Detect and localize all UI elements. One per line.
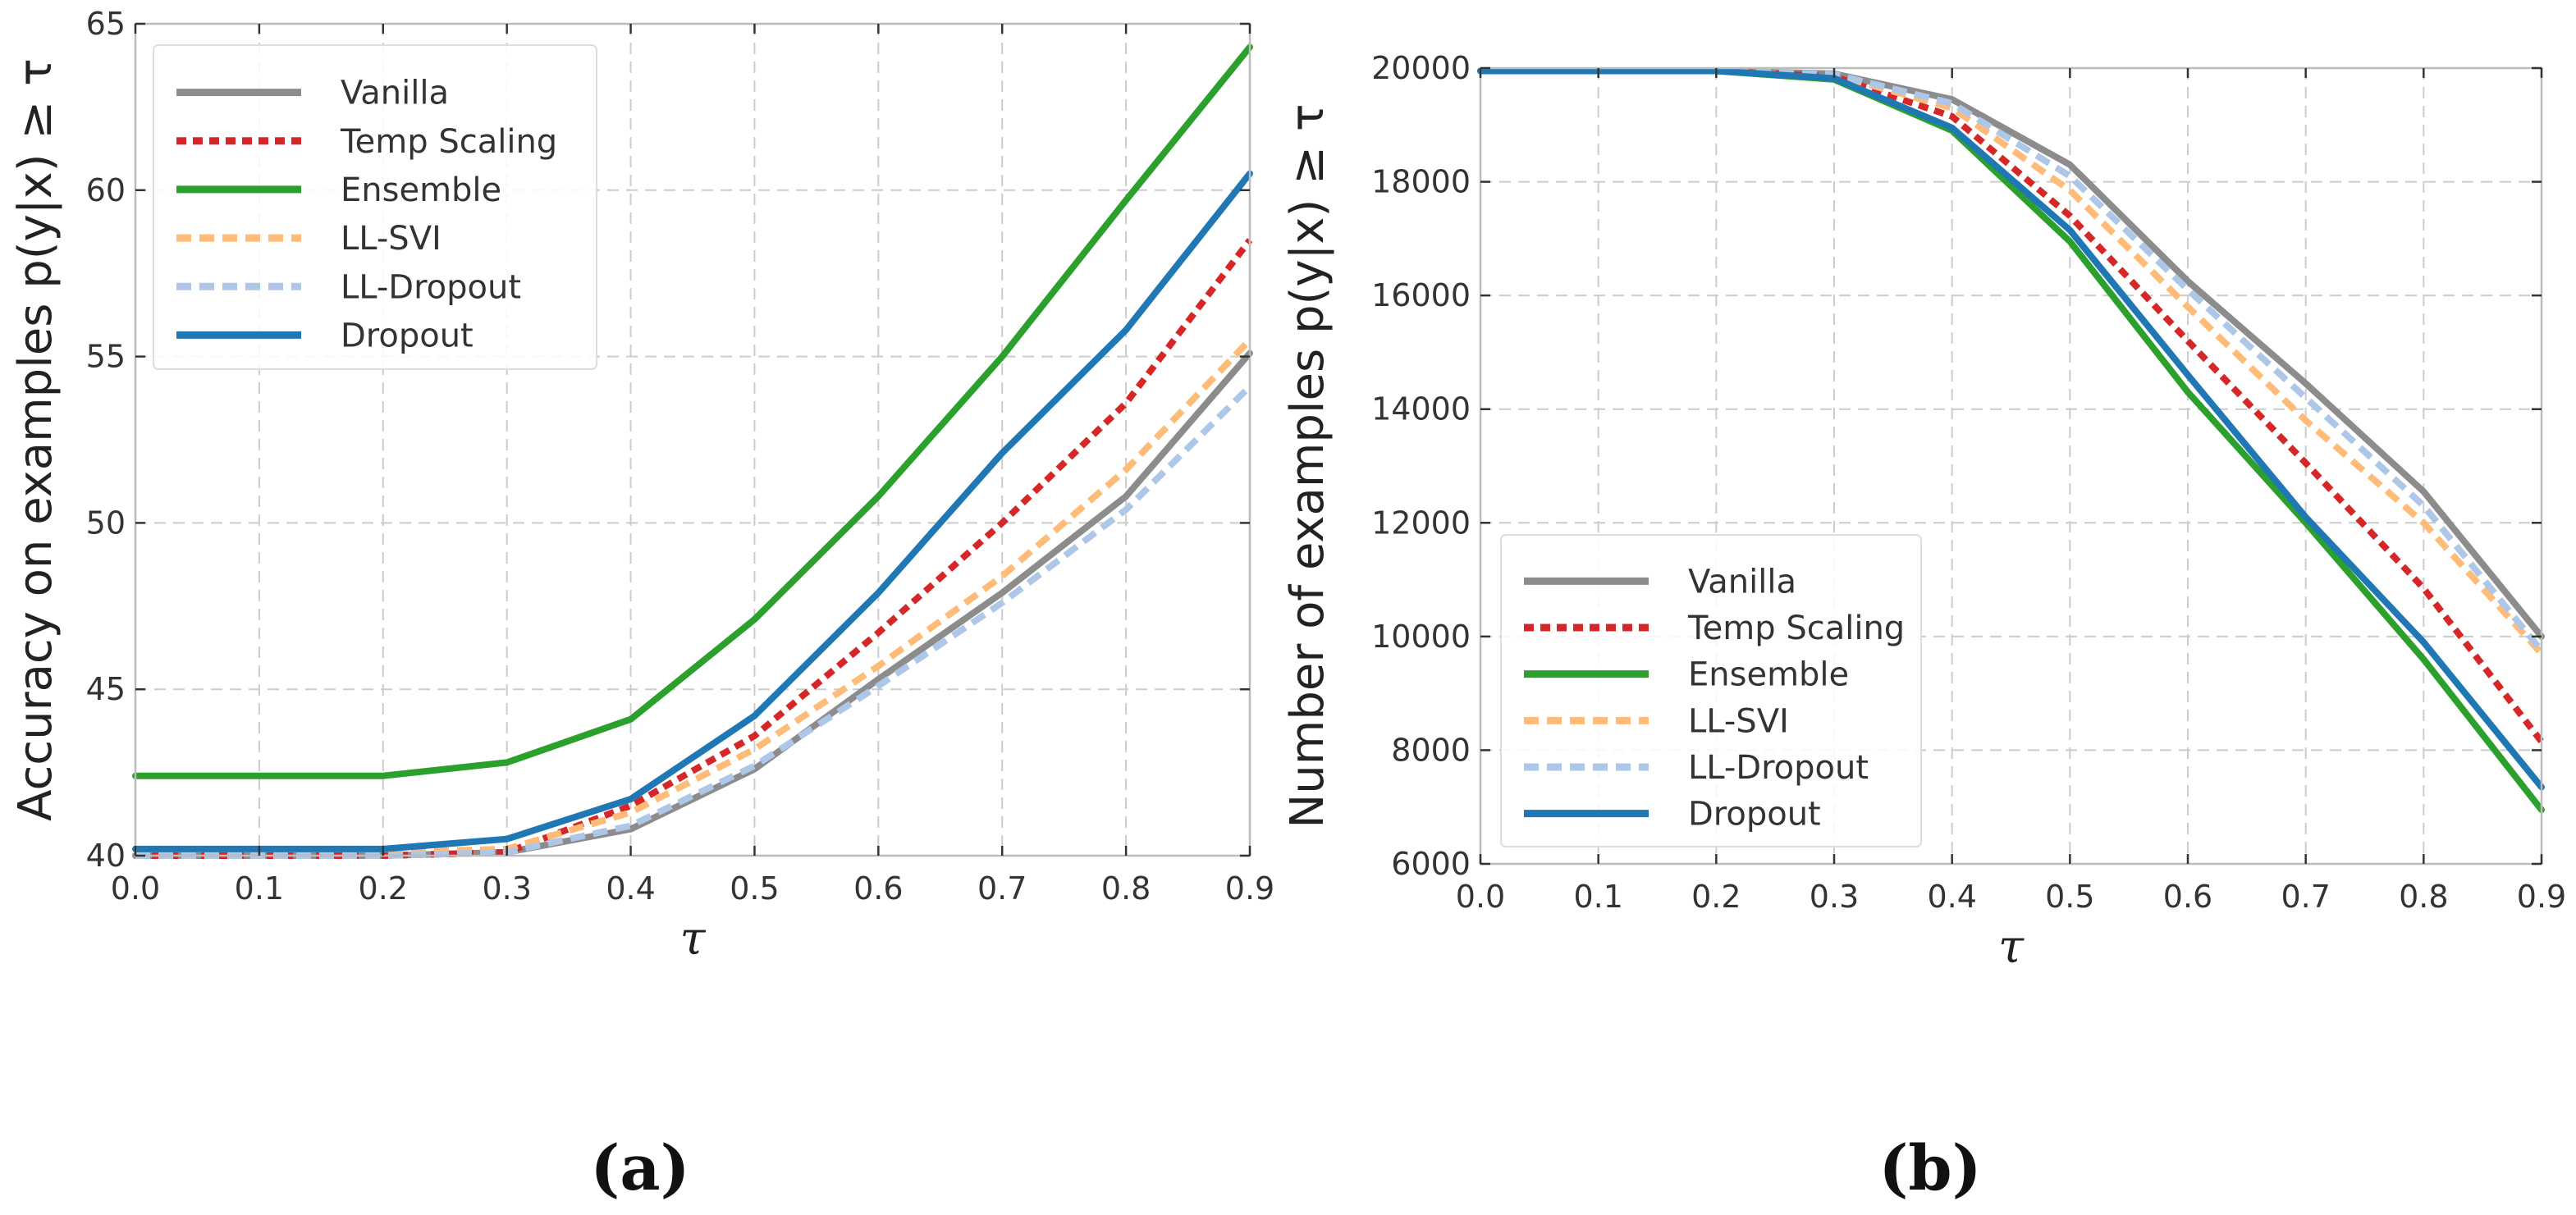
y-tick-label: 8000 <box>1391 732 1471 768</box>
x-tick-label: 0.4 <box>1927 879 1976 915</box>
x-tick-label: 0.8 <box>1101 870 1151 907</box>
x-tick-label: 0.4 <box>606 870 655 907</box>
x-tick-label: 0.5 <box>730 870 779 907</box>
x-tick-label: 0.2 <box>359 870 408 907</box>
legend-label-ensemble: Ensemble <box>341 171 501 209</box>
y-tick-label: 45 <box>86 671 126 707</box>
y-tick-label: 60 <box>86 172 126 208</box>
y-tick-label: 6000 <box>1391 846 1471 882</box>
legend-label-temp-scaling: Temp Scaling <box>1687 610 1905 647</box>
y-tick-label: 10000 <box>1371 619 1471 655</box>
x-tick-label: 0.5 <box>2045 879 2094 915</box>
legend-label-dropout: Dropout <box>1688 796 1821 834</box>
x-tick-label: 0.6 <box>2163 879 2212 915</box>
series-line-temp-scaling <box>1480 67 2545 744</box>
legend-label-ll-svi: LL-SVI <box>1688 702 1789 740</box>
x-tick-label: 0.2 <box>1691 879 1741 915</box>
legend-label-ll-svi: LL-SVI <box>341 220 442 258</box>
y-tick-label: 12000 <box>1371 505 1471 541</box>
x-tick-label: 0.1 <box>235 870 284 907</box>
y-tick-label: 40 <box>86 838 126 874</box>
x-tick-label: 0.3 <box>482 870 531 907</box>
chart-panel-a: 0.0 0.1 0.2 0.3 0.4 0.5 0.6 0.7 0.8 0.9 40 45 50 55 60… <box>9 6 1274 1204</box>
series-line-dropout <box>1477 67 2545 791</box>
x-axis-label: τ <box>680 912 707 966</box>
series-line-ll-dropout <box>1480 67 2545 653</box>
plot-frame <box>1479 66 2543 866</box>
x-tick-label: 0.9 <box>1225 870 1274 907</box>
x-tick-label: 0.7 <box>2281 879 2330 915</box>
legend-label-ll-dropout: LL-Dropout <box>341 268 521 306</box>
x-tick-label: 0.3 <box>1810 879 1859 915</box>
legend-label-temp-scaling: Temp Scaling <box>340 123 557 161</box>
legend-box <box>153 44 597 370</box>
x-tick-label: 0.0 <box>111 870 160 907</box>
y-tick-label: 65 <box>86 6 126 42</box>
legend-label-vanilla: Vanilla <box>1688 563 1796 601</box>
series-line-ensemble <box>132 43 1253 779</box>
x-axis-label: τ <box>1998 920 2025 974</box>
legend: Vanilla Temp Scaling Ensemble LL-SVI LL-Drop… <box>153 44 597 370</box>
series-line-vanilla <box>132 349 1253 859</box>
y-tick-label: 16000 <box>1371 277 1471 313</box>
series-line-ll-dropout <box>135 384 1252 859</box>
x-tick-label: 0.8 <box>2399 879 2448 915</box>
x-tick-label: 0.7 <box>977 870 1027 907</box>
x-tick-label: 0.9 <box>2517 879 2566 915</box>
x-tick-label: 0.1 <box>1573 879 1622 915</box>
legend-label-ensemble: Ensemble <box>1688 656 1849 694</box>
x-tick-label: 0.6 <box>853 870 903 907</box>
y-axis-label: Accuracy on examples p(y|x) ≥ τ <box>9 58 62 821</box>
legend-label-ll-dropout: LL-Dropout <box>1688 749 1869 787</box>
x-tick-label: 0.0 <box>1456 879 1505 915</box>
legend-label-dropout: Dropout <box>341 317 474 354</box>
y-tick-label: 55 <box>86 339 126 375</box>
panel-caption: (a) <box>590 1131 689 1204</box>
y-tick-label: 14000 <box>1371 391 1471 427</box>
y-axis-label: Number of examples p(y|x) ≥ τ <box>1281 103 1334 828</box>
series-line-dropout <box>132 170 1253 852</box>
panel-caption: (b) <box>1878 1131 1981 1204</box>
legend-label-vanilla: Vanilla <box>341 75 449 112</box>
y-tick-label: 50 <box>86 505 126 541</box>
plot-frame <box>134 22 1251 857</box>
chart-panel-b: 0.0 0.1 0.2 0.3 0.4 0.5 0.6 0.7 0.8 0.9 6000 8000 10… <box>1281 50 2566 1204</box>
legend: Vanilla Temp Scaling Ensemble LL-SVI LL-Drop… <box>1500 534 1922 847</box>
y-tick-label: 18000 <box>1371 164 1471 200</box>
y-tick-label: 20000 <box>1371 50 1471 86</box>
